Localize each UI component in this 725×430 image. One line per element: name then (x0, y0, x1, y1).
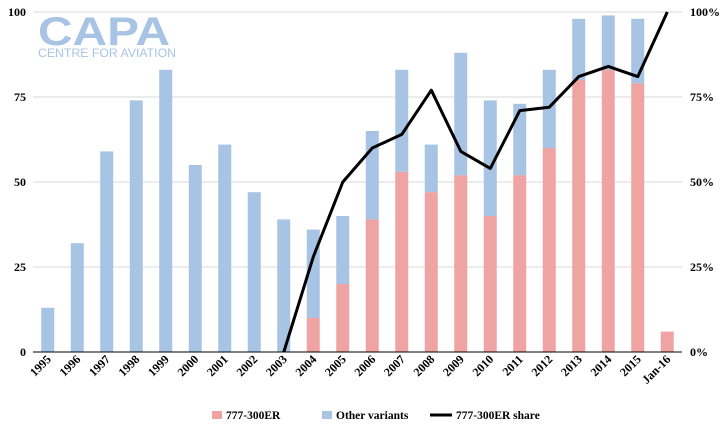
bar-777-300er (513, 175, 527, 352)
bar-other-variants (424, 144, 438, 193)
bar-777-300er (424, 192, 438, 352)
legend-swatch-777-300er (212, 411, 222, 419)
bar-777-300er (660, 331, 674, 352)
x-tick-label: 2002 (234, 352, 261, 379)
y-tick-label: 100 (8, 5, 26, 19)
x-tick-label: 2010 (470, 352, 497, 379)
bar-other-variants (129, 100, 143, 353)
bar-777-300er (572, 80, 586, 352)
legend-label-777-300er-share: 777-300ER share (456, 410, 540, 422)
capa-logo: CAPA CENTRE FOR AVIATION (38, 10, 176, 60)
x-tick-label: 2005 (322, 352, 349, 379)
x-tick-label: 1996 (57, 352, 84, 379)
y2-tick-label: 25% (690, 260, 714, 274)
x-tick-label: 1999 (145, 352, 172, 379)
y2-tick-label: 50% (690, 175, 714, 189)
x-tick-label: 2004 (293, 352, 320, 379)
y-tick-label: 50 (14, 175, 26, 189)
x-tick-label: 2003 (263, 352, 290, 379)
y-tick-label: 0 (20, 345, 26, 359)
x-tick-label: 2014 (588, 352, 615, 379)
x-tick-label: 1995 (27, 352, 54, 379)
x-tick-label: 2012 (529, 352, 556, 379)
x-tick-label: 2009 (440, 352, 467, 379)
bar-777-300er (483, 216, 497, 352)
bar-other-variants (454, 52, 468, 176)
bar-other-variants (41, 307, 55, 352)
bar-other-variants (572, 18, 586, 80)
legend-label-other-variants: Other variants (336, 410, 409, 422)
logo-sub-text: CENTRE FOR AVIATION (38, 46, 176, 60)
bar-777-300er (454, 175, 468, 352)
y2-tick-label: 75% (690, 90, 714, 104)
line-777-300er-share (282, 11, 669, 353)
y2-tick-label: 0% (690, 345, 708, 359)
bar-777-300er (631, 83, 645, 353)
x-tick-label: Jan-16 (639, 352, 673, 386)
bar-other-variants (513, 103, 527, 176)
bar-other-variants (100, 151, 114, 352)
y-tick-label: 75 (14, 90, 26, 104)
share-line (282, 11, 669, 353)
bar-other-variants (365, 131, 379, 220)
y-tick-label: 25 (14, 260, 26, 274)
bar-other-variants (70, 243, 84, 352)
logo-main-text: CAPA (38, 10, 170, 54)
bar-other-variants (188, 165, 202, 352)
x-tick-label: 2006 (352, 352, 379, 379)
bar-other-variants (218, 144, 232, 352)
x-tick-label: 2013 (558, 352, 585, 379)
bar-other-variants (247, 192, 261, 352)
bar-other-variants (542, 69, 556, 148)
bar-other-variants (277, 219, 291, 352)
legend-swatch-other-variants (322, 411, 332, 419)
x-tick-label: 2000 (175, 352, 202, 379)
bar-other-variants (601, 15, 615, 70)
x-tick-label: 2011 (499, 352, 525, 378)
x-tick-label: 1998 (116, 352, 143, 379)
bar-other-variants (483, 100, 497, 216)
bar-777-300er (336, 284, 350, 352)
bar-other-variants (159, 69, 173, 353)
x-tick-label: 1997 (86, 352, 113, 379)
bar-other-variants (336, 216, 350, 284)
x-tick-label: 2001 (204, 352, 231, 379)
bar-777-300er (306, 318, 320, 352)
bars (41, 15, 674, 353)
bar-777-300er (542, 148, 556, 352)
y2-tick-label: 100% (690, 5, 720, 19)
bar-777-300er (601, 69, 615, 353)
bar-777-300er (365, 219, 379, 352)
legend: 777-300ER Other variants 777-300ER share (212, 410, 540, 422)
x-tick-label: 2007 (381, 352, 408, 379)
x-tick-label: 2008 (411, 352, 438, 379)
legend-label-777-300er: 777-300ER (226, 410, 281, 422)
bar-777-300er (395, 171, 409, 352)
bar-other-variants (395, 69, 409, 172)
